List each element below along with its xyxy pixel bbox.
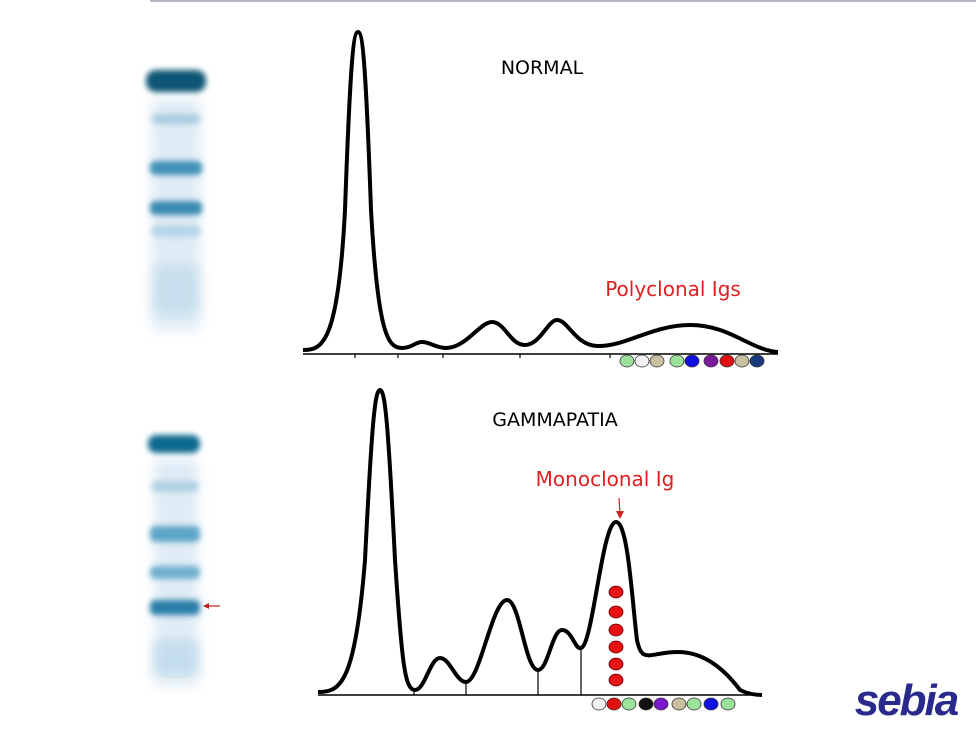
monoclonal-arrow xyxy=(616,497,624,519)
gel-lane-gammapathy xyxy=(148,435,200,685)
monoclonal-label: Monoclonal Ig xyxy=(536,467,675,491)
polyclonal-markers xyxy=(619,354,765,368)
normal-title: NORMAL xyxy=(501,57,584,79)
polyclonal-label: Polyclonal Igs xyxy=(605,277,741,301)
lane-arrow xyxy=(203,603,220,609)
logo: sebia xyxy=(855,676,959,725)
gammapathy-trace xyxy=(317,388,763,697)
monoclonal-markers xyxy=(608,585,624,687)
normal-trace xyxy=(302,30,779,358)
gel-lane-normal xyxy=(146,70,206,330)
gammapathy-baseline-markers xyxy=(591,697,736,711)
gammapathy-title: GAMMAPATIA xyxy=(492,409,617,431)
